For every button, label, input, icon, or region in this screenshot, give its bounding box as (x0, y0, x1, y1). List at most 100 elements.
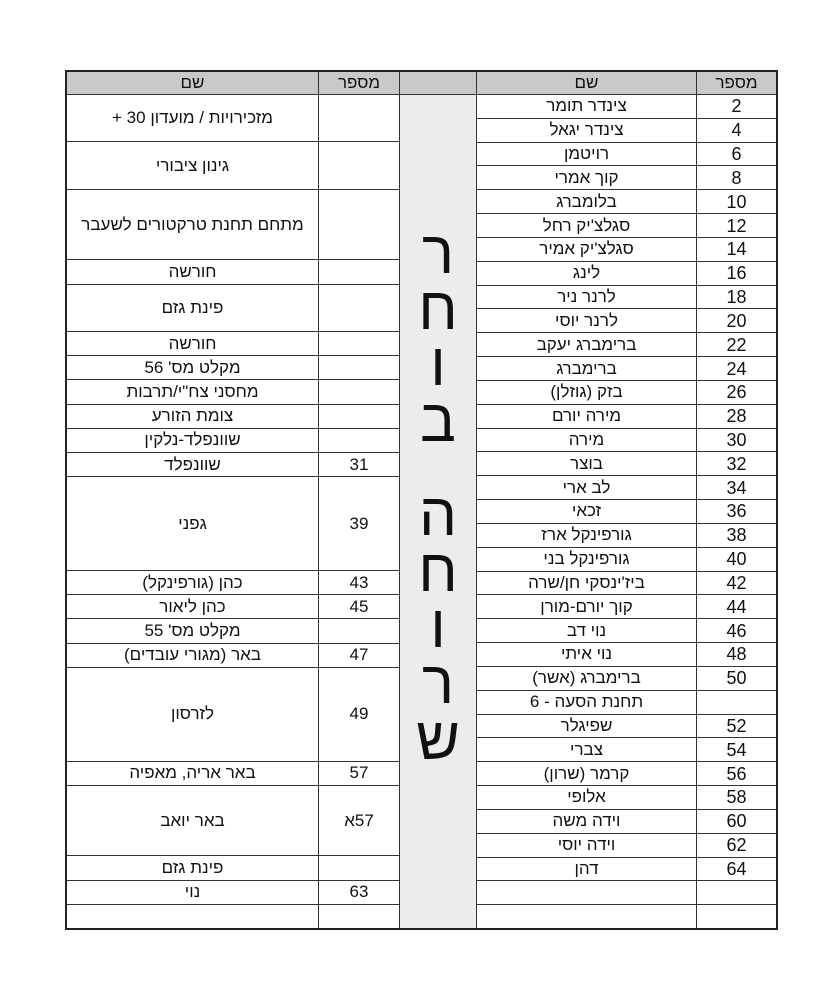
row-name: חורשה (67, 332, 319, 356)
table-row: פינת גזם (67, 856, 399, 881)
row-name: גפני (67, 477, 319, 571)
table-row: ברימברג יעקב 22 (477, 333, 776, 358)
row-name: חורשה (67, 260, 319, 284)
row-name: נוי (67, 880, 319, 904)
row-name: בוצר (477, 452, 697, 476)
row-name: שוונפלד-נלקין (67, 428, 319, 453)
table-row: לזרסון 49 (67, 667, 399, 762)
table-row: רויטמן 6 (477, 142, 776, 167)
row-name (477, 881, 697, 905)
street-name-letter: ו (430, 331, 446, 398)
row-number: 63 (349, 882, 369, 902)
row-name: גינון ציבורי (67, 142, 319, 189)
row-number: 8 (731, 167, 742, 188)
row-number: 62 (726, 835, 747, 856)
row-number (319, 380, 399, 403)
table-row: זכאי 36 (477, 500, 776, 524)
row-name: באר אריה, מאפיה (67, 761, 319, 785)
row-name: נוי דב (477, 619, 697, 643)
middle-header (400, 72, 476, 95)
table-row: גורפינקל בני 40 (477, 547, 776, 572)
row-name: גורפינקל ארז (477, 523, 697, 547)
row-number: 36 (726, 501, 747, 522)
row-name: בזק (גוזלן) (477, 380, 697, 404)
table-row: נוי דב 46 (477, 619, 776, 644)
row-number (319, 332, 399, 355)
right-header-name: שם (477, 72, 697, 94)
row-number: 40 (726, 549, 747, 570)
table-row: ברימברג 24 (477, 357, 776, 381)
residents-table: שם מספר מזכירויות / מועדון 30 + גינון ציב… (65, 70, 778, 930)
row-number: 57א (344, 810, 374, 830)
table-row: נוי איתי 48 (477, 643, 776, 667)
row-name: לב ארי (477, 476, 697, 500)
row-number: 43 (349, 572, 369, 592)
table-row: וידה יוסי 62 (477, 833, 776, 858)
left-table-header: שם מספר (67, 72, 399, 95)
table-row: קרמר (שרון) 56 (477, 762, 776, 787)
row-number: 45 (349, 596, 369, 616)
table-row: ביז'ינסקי חן/שרה 42 (477, 571, 776, 596)
table-row: פינת גזם (67, 284, 399, 333)
row-name: צברי (477, 738, 697, 762)
row-number: 42 (726, 572, 747, 593)
right-table-header: שם מספר (477, 72, 776, 95)
table-row: מזכירויות / מועדון 30 + (67, 95, 399, 143)
row-name: סגלצ'יק אמיר (477, 237, 697, 261)
row-name: שוונפלד (67, 453, 319, 477)
table-row: חורשה (67, 260, 399, 285)
table-row: שוונפלד 31 (67, 453, 399, 478)
row-name: קוך אמרי (477, 166, 697, 190)
row-name: זכאי (477, 500, 697, 523)
row-number: 12 (726, 215, 747, 236)
row-name: צומת הזורע (67, 404, 319, 428)
row-number (319, 905, 399, 928)
row-number: 32 (726, 453, 747, 474)
row-name: צינדר יגאל (477, 118, 697, 142)
row-name: מתחם תחנת טרקטורים לשעבר (67, 189, 319, 260)
right-header-number: מספר (715, 73, 758, 92)
row-name: פינת גזם (67, 856, 319, 880)
table-row: קוך אמרי 8 (477, 166, 776, 191)
row-name: נוי איתי (477, 643, 697, 666)
row-number: 34 (726, 477, 747, 498)
row-name: לינג (477, 261, 697, 285)
table-row: תחנת הסעה - 6 (477, 690, 776, 715)
row-number (697, 691, 776, 714)
table-row: שוונפלד-נלקין (67, 428, 399, 454)
table-row: גינון ציבורי (67, 142, 399, 190)
left-table: שם מספר מזכירויות / מועדון 30 + גינון ציב… (67, 72, 399, 929)
row-number: 49 (349, 704, 369, 724)
row-name: רויטמן (477, 142, 697, 166)
row-name: כהן (גורפינקל) (67, 571, 319, 595)
street-name-letter: ב (420, 387, 456, 454)
right-table: שם מספר צינדר תומר 2 צינדר יגאל 4 רויטמן 6 קוך… (477, 72, 776, 928)
table-row: צברי 54 (477, 738, 776, 763)
table-row: באר אריה, מאפיה 57 (67, 761, 399, 786)
row-number: 47 (349, 645, 369, 665)
row-name: מירה יורם (477, 404, 697, 428)
row-name (477, 905, 697, 928)
row-name: ברימברג (אשר) (477, 666, 697, 690)
row-name: ברימברג (477, 357, 697, 380)
street-name-letter: ה (418, 481, 458, 548)
row-name: באר (מגורי עובדים) (67, 643, 319, 667)
row-number (697, 905, 776, 928)
row-number: 14 (726, 239, 747, 260)
row-number: 46 (726, 620, 747, 641)
row-number: 57 (349, 763, 369, 783)
row-number: 30 (726, 430, 747, 450)
row-name: לרנר ניר (477, 285, 697, 309)
row-number: 18 (726, 287, 747, 308)
table-row: מירה יורם 28 (477, 404, 776, 429)
row-name: בלומברג (477, 190, 697, 214)
row-number (319, 405, 399, 428)
row-number: 52 (726, 715, 747, 736)
left-header-number: מספר (337, 73, 381, 92)
street-name-letter: ח (418, 537, 458, 604)
table-row: צינדר יגאל 4 (477, 118, 776, 143)
row-name: קרמר (שרון) (477, 762, 697, 786)
row-number (319, 429, 399, 452)
row-name: דהן (477, 857, 697, 881)
